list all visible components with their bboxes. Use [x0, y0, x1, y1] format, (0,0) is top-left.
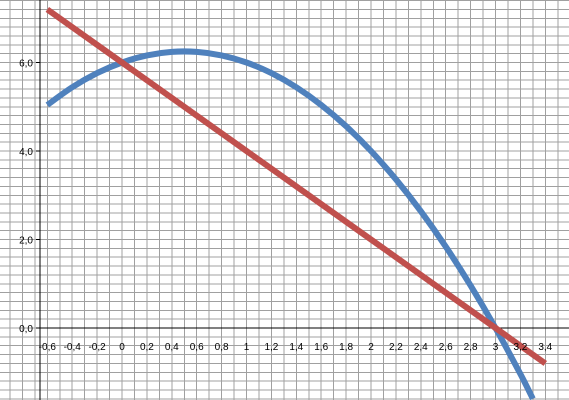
x-tick-label: 1 [244, 342, 250, 353]
x-tick-label: 3,2 [513, 342, 527, 353]
x-tick-label: 2,6 [439, 342, 453, 353]
x-tick-label: 1,2 [264, 342, 278, 353]
x-tick-label: 2 [368, 342, 374, 353]
x-tick-label: -0,2 [88, 342, 106, 353]
x-tick-label: -0,6 [39, 342, 57, 353]
x-tick-label: 1,6 [314, 342, 328, 353]
series-group [45, 6, 548, 400]
y-tick-label: 2,0 [19, 236, 33, 247]
tick-labels: 0,0 2,0 4,0 6,0 -0,6 -0,4 -0,2 0 0,2 0,4 0,6 0,8 1 1,… [19, 59, 553, 354]
x-tick-label: 0,2 [140, 342, 154, 353]
x-tick-label: 0 [119, 342, 125, 353]
axes [36, 0, 569, 400]
series-line-straight [45, 6, 548, 366]
x-tick-label: -0,4 [64, 342, 82, 353]
x-tick-label: 2,4 [414, 342, 428, 353]
x-tick-label: 0,8 [215, 342, 229, 353]
x-tick-label: 3 [493, 342, 499, 353]
x-tick-label: 0,4 [165, 342, 179, 353]
x-tick-label: 2,2 [389, 342, 403, 353]
x-tick-label: 1,4 [289, 342, 303, 353]
series-line-curve [45, 48, 536, 400]
x-tick-label: 0,6 [190, 342, 204, 353]
x-tick-label: 3,4 [538, 342, 552, 353]
y-tick-label: 6,0 [19, 59, 33, 70]
x-tick-label: 2,8 [464, 342, 478, 353]
x-tick-label: 1,8 [339, 342, 353, 353]
y-tick-label: 4,0 [19, 147, 33, 158]
y-tick-label: 0,0 [19, 324, 33, 335]
